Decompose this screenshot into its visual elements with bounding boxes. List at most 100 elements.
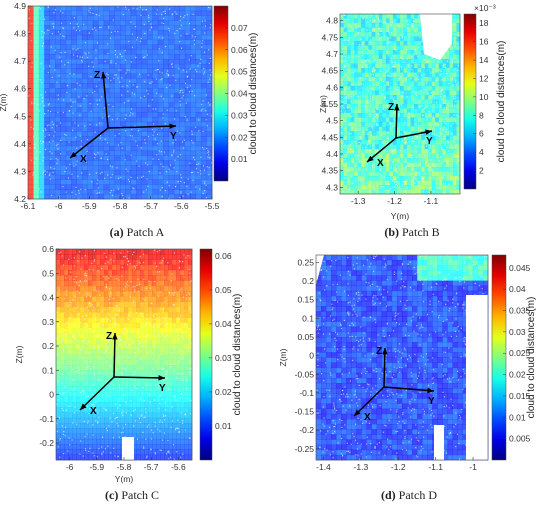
speckle-point	[89, 7, 91, 9]
heatmap-cell	[44, 107, 50, 113]
heatmap-cell	[375, 90, 380, 96]
speckle-point	[393, 96, 395, 98]
speckle-point	[79, 105, 81, 107]
heatmap-cell	[76, 343, 81, 350]
heatmap-cell	[417, 54, 422, 60]
speckle-point	[140, 147, 142, 149]
heatmap-cell	[76, 97, 83, 103]
speckle-point	[375, 149, 377, 151]
speckle-point	[352, 162, 354, 164]
heatmap-cell	[424, 135, 429, 141]
speckle-point	[421, 129, 423, 131]
heatmap-cell	[44, 116, 50, 123]
heatmap-cell	[98, 145, 105, 152]
heatmap-cell	[168, 63, 175, 70]
heatmap-cell	[44, 6, 50, 12]
speckle-point	[424, 172, 426, 175]
speckle-point	[206, 125, 208, 127]
speckle-point	[351, 127, 353, 129]
heatmap-cell	[414, 27, 418, 33]
speckle-point	[428, 111, 430, 113]
heatmap-cell	[136, 296, 141, 303]
heatmap-cell	[414, 95, 418, 100]
speckle-point	[382, 93, 384, 95]
heatmap-cell	[163, 34, 169, 41]
heatmap-cell	[125, 116, 132, 123]
heatmap-cell	[64, 322, 69, 329]
speckle-point	[414, 182, 416, 185]
speckle-point	[84, 125, 86, 127]
heatmap-cell	[343, 27, 348, 33]
speckle-point	[48, 141, 50, 143]
heatmap-cell	[148, 254, 153, 260]
heatmap-cell	[71, 83, 77, 89]
heatmap-cell	[163, 30, 169, 36]
heatmap-cell	[65, 34, 72, 41]
heatmap-cell	[124, 249, 129, 255]
heatmap-cell	[44, 92, 50, 98]
heatmap-cell	[375, 63, 380, 69]
heatmap-cell	[417, 50, 422, 55]
speckle-point	[117, 144, 119, 146]
speckle-point	[77, 48, 79, 50]
speckle-point	[131, 108, 133, 110]
heatmap-cell	[417, 36, 422, 42]
speckle-point	[105, 153, 107, 155]
heatmap-cell	[364, 104, 369, 109]
heatmap-cell	[49, 194, 56, 200]
heatmap-cell	[120, 20, 126, 26]
speckle-point	[361, 95, 364, 97]
speckle-point	[423, 76, 425, 78]
heatmap-cell	[92, 170, 99, 176]
speckle-point	[207, 6, 210, 8]
heatmap-cell	[400, 90, 404, 96]
speckle-point	[459, 115, 461, 118]
heatmap-cell	[168, 68, 175, 74]
heatmap-cell	[190, 78, 197, 84]
heatmap-cell	[100, 312, 105, 318]
speckle-point	[113, 77, 115, 79]
speckle-point	[401, 140, 404, 142]
heatmap-cell	[109, 39, 115, 45]
heatmap-cell	[361, 86, 366, 91]
heatmap-cell	[88, 254, 93, 260]
heatmap-cell	[407, 144, 411, 150]
heatmap-cell	[152, 59, 159, 65]
heatmap-cell	[407, 117, 411, 123]
heatmap-cell	[87, 83, 94, 89]
speckle-point	[209, 27, 211, 29]
heatmap-cell	[174, 39, 180, 45]
heatmap-cell	[378, 90, 383, 96]
heatmap-cell	[92, 68, 99, 74]
heatmap-cell	[109, 174, 115, 181]
heatmap-cell	[201, 107, 207, 113]
speckle-point	[373, 28, 376, 31]
heatmap-cell	[33, 15, 40, 21]
speckle-point	[370, 41, 372, 44]
speckle-point	[82, 156, 84, 158]
speckle-point	[402, 80, 404, 82]
speckle-point	[79, 84, 81, 86]
speckle-point	[440, 90, 443, 92]
speckle-point	[429, 187, 431, 189]
speckle-point	[380, 86, 383, 88]
heatmap-cell	[438, 140, 443, 145]
heatmap-cell	[452, 68, 457, 73]
x-tick-label: -6	[55, 201, 63, 211]
heatmap-cell	[184, 165, 191, 171]
heatmap-cell	[104, 296, 109, 303]
heatmap-cell	[389, 144, 394, 150]
heatmap-cell	[195, 155, 202, 161]
heatmap-cell	[164, 328, 169, 334]
heatmap-cell	[64, 328, 69, 334]
speckle-point	[409, 132, 411, 134]
heatmap-cell	[55, 126, 61, 132]
heatmap-cell	[100, 354, 105, 361]
heatmap-cell	[361, 18, 366, 24]
heatmap-cell	[396, 153, 401, 159]
speckle-point	[360, 138, 362, 140]
heatmap-cell	[375, 176, 380, 181]
heatmap-cell	[60, 49, 67, 55]
heatmap-cell	[195, 78, 202, 84]
heatmap-cell	[357, 171, 362, 177]
